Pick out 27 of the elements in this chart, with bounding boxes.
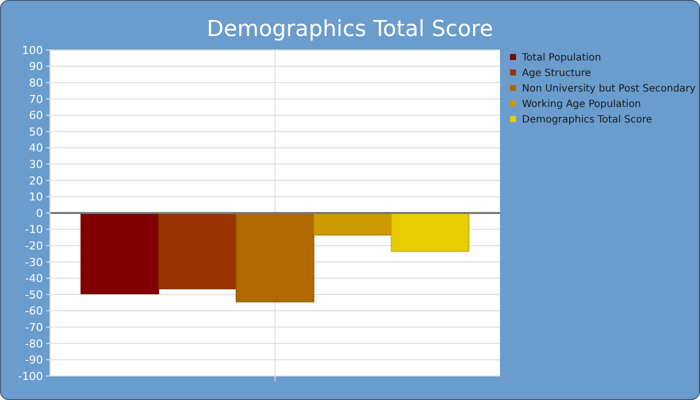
y-tick-label: 80 <box>29 76 43 90</box>
y-tick-label: -30 <box>25 256 43 269</box>
y-tick-label: -50 <box>25 288 43 302</box>
y-tick-label: -90 <box>25 354 43 367</box>
y-tick-label: 60 <box>29 109 43 122</box>
y-tick-label: -40 <box>25 272 43 286</box>
y-tick-label: 70 <box>29 92 43 106</box>
y-tick-label: 0 <box>36 206 43 220</box>
y-tick-label: -20 <box>25 239 43 252</box>
legend-label: Working Age Population <box>522 99 642 110</box>
y-tick-label: -10 <box>25 223 43 236</box>
y-tick-label: -80 <box>25 337 43 350</box>
y-tick-label: 100 <box>22 44 43 57</box>
y-tick-label: 20 <box>29 174 43 188</box>
y-tick-label: -70 <box>25 320 43 334</box>
y-tick-label: 90 <box>29 60 43 74</box>
y-tick-label: -100 <box>18 370 43 383</box>
y-tick-label: 30 <box>29 158 43 171</box>
y-tick-label: 10 <box>29 190 43 204</box>
y-tick-label: 50 <box>29 125 43 138</box>
y-tick-label: -60 <box>25 304 43 318</box>
legend-label: Demographics Total Score <box>522 114 652 126</box>
legend-label: Non University but Post Secondary <box>522 84 696 94</box>
y-tick-label: 40 <box>29 142 43 155</box>
legend-label: Total Population <box>521 52 602 64</box>
chart-title: Demographics Total Score <box>206 17 494 42</box>
legend-label: Age Structure <box>522 68 592 79</box>
